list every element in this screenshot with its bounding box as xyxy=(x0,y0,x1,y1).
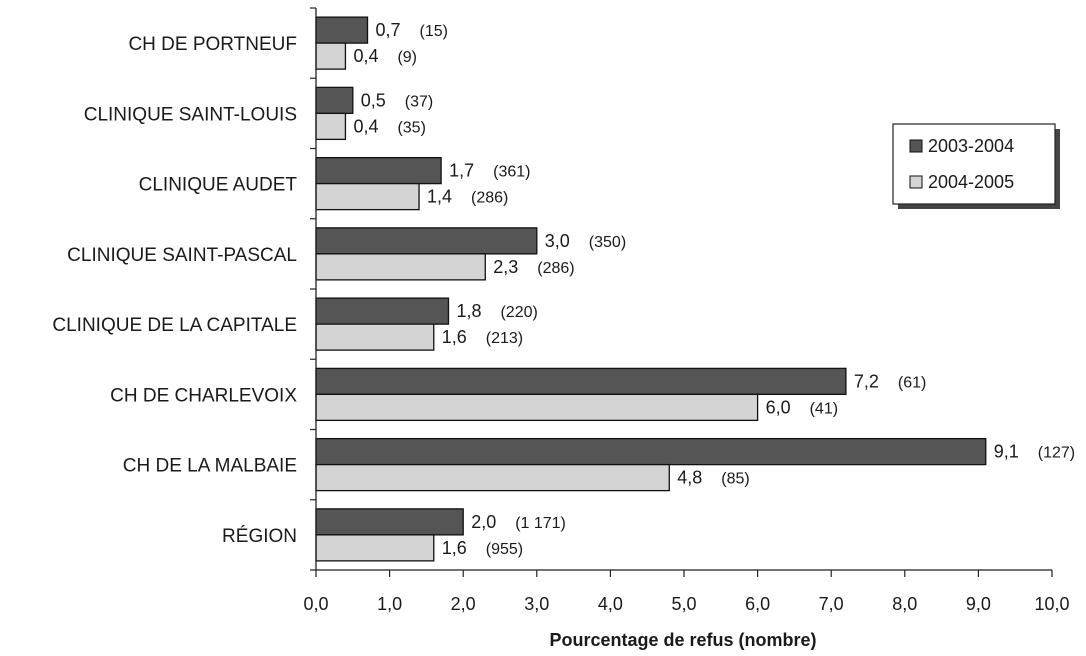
data-label: 2,0 xyxy=(471,512,496,532)
bar-2004-2005-0 xyxy=(315,42,347,70)
bar-2004-2005-2 xyxy=(315,182,420,211)
data-label: 1,6 xyxy=(442,327,467,347)
count-label: (37) xyxy=(405,93,433,110)
x-tick-label: 6,0 xyxy=(745,594,770,614)
legend-label: 2003-2004 xyxy=(928,136,1014,156)
category-label: CLINIQUE SAINT-LOUIS xyxy=(84,104,297,125)
x-tick-label: 7,0 xyxy=(819,594,844,614)
bars-group xyxy=(315,16,987,562)
count-label: (350) xyxy=(589,234,626,251)
legend-box xyxy=(892,123,1056,205)
data-label: 1,7 xyxy=(449,161,474,181)
bar-2003-2004-7 xyxy=(315,508,464,536)
count-label: (955) xyxy=(486,541,523,558)
category-label: CH DE CHARLEVOIX xyxy=(110,385,297,406)
count-label: (220) xyxy=(500,304,537,321)
data-label: 1,8 xyxy=(456,301,481,321)
data-label: 1,4 xyxy=(427,187,452,207)
count-label: (9) xyxy=(397,49,417,66)
x-tick-label: 1,0 xyxy=(377,594,402,614)
data-label: 3,0 xyxy=(545,231,570,251)
count-label: (61) xyxy=(898,374,926,391)
count-label: (213) xyxy=(486,330,523,347)
data-label: 0,5 xyxy=(361,90,386,110)
x-axis-title: Pourcentage de refus (nombre) xyxy=(549,630,816,650)
bar-2003-2004-1 xyxy=(315,86,354,115)
legend-swatch xyxy=(909,139,923,153)
x-tick-label: 8,0 xyxy=(892,594,917,614)
bar-2003-2004-5 xyxy=(315,367,847,396)
x-tick-label: 5,0 xyxy=(671,594,696,614)
bar-2004-2005-5 xyxy=(315,393,759,422)
bar-2004-2005-6 xyxy=(315,463,670,492)
data-label: 0,7 xyxy=(376,20,401,40)
bar-2004-2005-4 xyxy=(315,323,435,351)
bar-2003-2004-0 xyxy=(315,16,369,44)
count-label: (85) xyxy=(721,471,749,488)
legend-swatch xyxy=(909,175,923,189)
x-tick-label: 3,0 xyxy=(524,594,549,614)
category-labels: CH DE PORTNEUF CLINIQUE SAINT-LOUIS CLINIQ… xyxy=(52,34,297,547)
x-tick-label: 9,0 xyxy=(966,594,991,614)
count-label: (361) xyxy=(493,164,530,181)
legend: 2003-2004 2004-2005 xyxy=(892,123,1060,209)
data-label: 0,4 xyxy=(353,116,378,136)
data-label: 0,4 xyxy=(353,46,378,66)
bar-2004-2005-1 xyxy=(315,112,347,141)
x-axis: 0,0 1,0 2,0 3,0 4,0 5,0 6,0 7,0 8,0 9,0 10,0 xyxy=(303,7,1070,614)
data-label: 4,8 xyxy=(677,468,702,488)
category-label: CLINIQUE AUDET xyxy=(139,175,298,196)
count-label: (286) xyxy=(471,190,508,207)
data-label: 7,2 xyxy=(854,371,879,391)
x-tick-label: 0,0 xyxy=(303,594,328,614)
x-tick-label: 2,0 xyxy=(451,594,476,614)
bar-2003-2004-2 xyxy=(315,156,442,185)
data-label: 2,3 xyxy=(493,257,518,277)
legend-label: 2004-2005 xyxy=(928,172,1014,192)
data-label: 6,0 xyxy=(766,397,791,417)
bar-2004-2005-3 xyxy=(315,253,486,281)
count-label: (127) xyxy=(1038,445,1075,462)
category-label: CH DE LA MALBAIE xyxy=(123,456,297,477)
value-labels: 0,7 (15) 0,4 (9) 0,5 (37) 0,4 (35) 1,7 (361) 1,4 (2… xyxy=(353,20,1075,558)
bar-2003-2004-3 xyxy=(315,227,538,255)
bar-2004-2005-7 xyxy=(315,534,435,562)
bar-2003-2004-6 xyxy=(315,437,987,466)
data-label: 9,1 xyxy=(994,442,1019,462)
count-label: (41) xyxy=(810,400,838,417)
bar-2003-2004-4 xyxy=(315,297,450,325)
category-label: CH DE PORTNEUF xyxy=(128,34,297,55)
x-tick-label: 10,0 xyxy=(1034,594,1069,614)
count-label: (15) xyxy=(420,23,448,40)
x-tick-label: 4,0 xyxy=(598,594,623,614)
count-label: (286) xyxy=(537,260,574,277)
category-label: CLINIQUE DE LA CAPITALE xyxy=(52,315,297,336)
count-label: (1 171) xyxy=(515,515,566,532)
count-label: (35) xyxy=(397,119,425,136)
category-label: RÉGION xyxy=(222,526,297,547)
data-label: 1,6 xyxy=(442,538,467,558)
category-label: CLINIQUE SAINT-PASCAL xyxy=(67,245,297,266)
